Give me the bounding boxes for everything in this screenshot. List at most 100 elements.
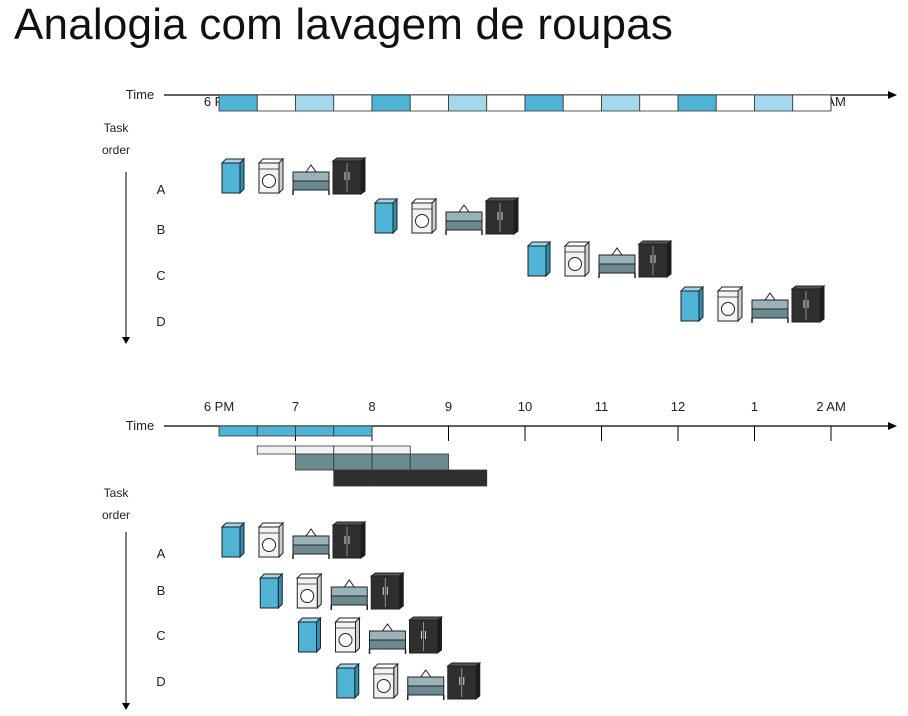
dryer-side (584, 240, 590, 278)
task-order-label: order (102, 143, 130, 157)
task-order-label: Task (104, 486, 130, 500)
timing-slot (333, 445, 373, 455)
time-axis-arrowhead (888, 91, 897, 99)
dryer-door (721, 302, 735, 316)
washer-front (221, 526, 241, 558)
closet-side (360, 521, 366, 559)
washer-front (298, 621, 317, 653)
time-slot (218, 94, 258, 112)
folding-table-top (407, 676, 445, 687)
task-label: A (157, 182, 166, 197)
washer-side (392, 197, 398, 235)
washer-side (239, 157, 245, 195)
time-slot (295, 94, 335, 112)
time-slot (371, 94, 411, 112)
timing-slot (256, 445, 296, 455)
dryer-icon (257, 157, 285, 195)
time-slot (792, 94, 832, 112)
time-tick-label: 2 AM (816, 399, 846, 414)
time-slot (677, 94, 717, 112)
timing-slot (371, 453, 411, 471)
folding-table-body (407, 685, 445, 696)
sequential-task-a (220, 157, 367, 195)
folding-table-top (445, 211, 483, 222)
closet-side (513, 197, 519, 235)
folding-table-icon (292, 528, 330, 559)
closet-icon (408, 616, 443, 654)
folding-table-body (292, 544, 330, 555)
folding-table-top (292, 171, 330, 182)
timing-slot (295, 445, 335, 455)
washer-side (316, 616, 321, 654)
closet-side (360, 157, 366, 195)
time-slot (601, 94, 641, 112)
time-tick-label: 1 (751, 399, 758, 414)
washer-icon (297, 616, 322, 654)
slide-title: Analogia com lavagem de roupas (14, 0, 674, 49)
timing-slot (218, 425, 258, 437)
dryer-door (568, 257, 582, 271)
time-axis-arrowhead (888, 422, 897, 430)
dryer-icon (334, 616, 361, 654)
folded-clothes (419, 669, 432, 678)
task-label: C (156, 268, 165, 283)
pipelined-timing-bars (218, 425, 488, 487)
folding-table-top (330, 586, 368, 597)
folded-clothes (305, 164, 317, 173)
washer-side (277, 572, 283, 610)
folding-table-icon (751, 292, 789, 323)
folded-clothes (458, 204, 470, 213)
washer-front (527, 245, 547, 277)
timing-slot (295, 453, 335, 471)
time-slot (448, 94, 488, 112)
washer-icon (220, 521, 246, 559)
task-order-label: Task (104, 121, 130, 135)
folding-table-icon (407, 669, 445, 700)
folding-table-icon (292, 164, 330, 195)
closet-icon (637, 240, 673, 278)
washer-side (239, 521, 245, 559)
dryer-icon (716, 285, 744, 323)
timing-slot (409, 469, 449, 487)
task-label: B (157, 583, 166, 598)
dryer-door (338, 633, 353, 647)
task-order-arrowhead (122, 337, 130, 344)
task-order-arrowhead (122, 703, 130, 710)
pipelined-panel: 6 PM 7 8 9 10 11 12 1 2 AM Time Task order A B C D (102, 399, 897, 710)
time-slot-band (218, 94, 832, 112)
washer-front (680, 290, 700, 322)
task-order-label: order (102, 508, 130, 522)
task-label: A (157, 546, 166, 561)
time-tick-label: 7 (292, 399, 299, 414)
washer-front (221, 162, 241, 194)
task-label: D (156, 674, 165, 689)
pipelined-task-a (220, 521, 367, 559)
sequential-task-c (526, 240, 673, 278)
closet-side (437, 616, 442, 654)
washer-front (336, 667, 356, 699)
timing-slot (371, 445, 411, 455)
timing-slot (333, 425, 373, 437)
time-slot (524, 94, 564, 112)
folding-table-body (330, 595, 368, 606)
closet-side (666, 240, 672, 278)
dryer-side (355, 616, 360, 654)
time-slot (639, 94, 679, 112)
washer-icon (373, 197, 399, 235)
time-axis-label: Time (126, 87, 154, 102)
dryer-door (300, 589, 315, 603)
folded-clothes (764, 292, 776, 301)
folding-table-icon (330, 579, 368, 610)
task-label: D (156, 314, 165, 329)
washer-icon (259, 572, 284, 610)
task-label: C (156, 628, 165, 643)
sequential-task-d (679, 285, 826, 323)
dryer-icon (563, 240, 591, 278)
pipelined-task-c (297, 616, 443, 654)
time-tick-label: 12 (671, 399, 685, 414)
dryer-icon (372, 662, 399, 700)
washer-front (259, 577, 279, 609)
closet-icon (331, 521, 367, 559)
timing-slot (409, 453, 449, 471)
washer-side (545, 240, 551, 278)
